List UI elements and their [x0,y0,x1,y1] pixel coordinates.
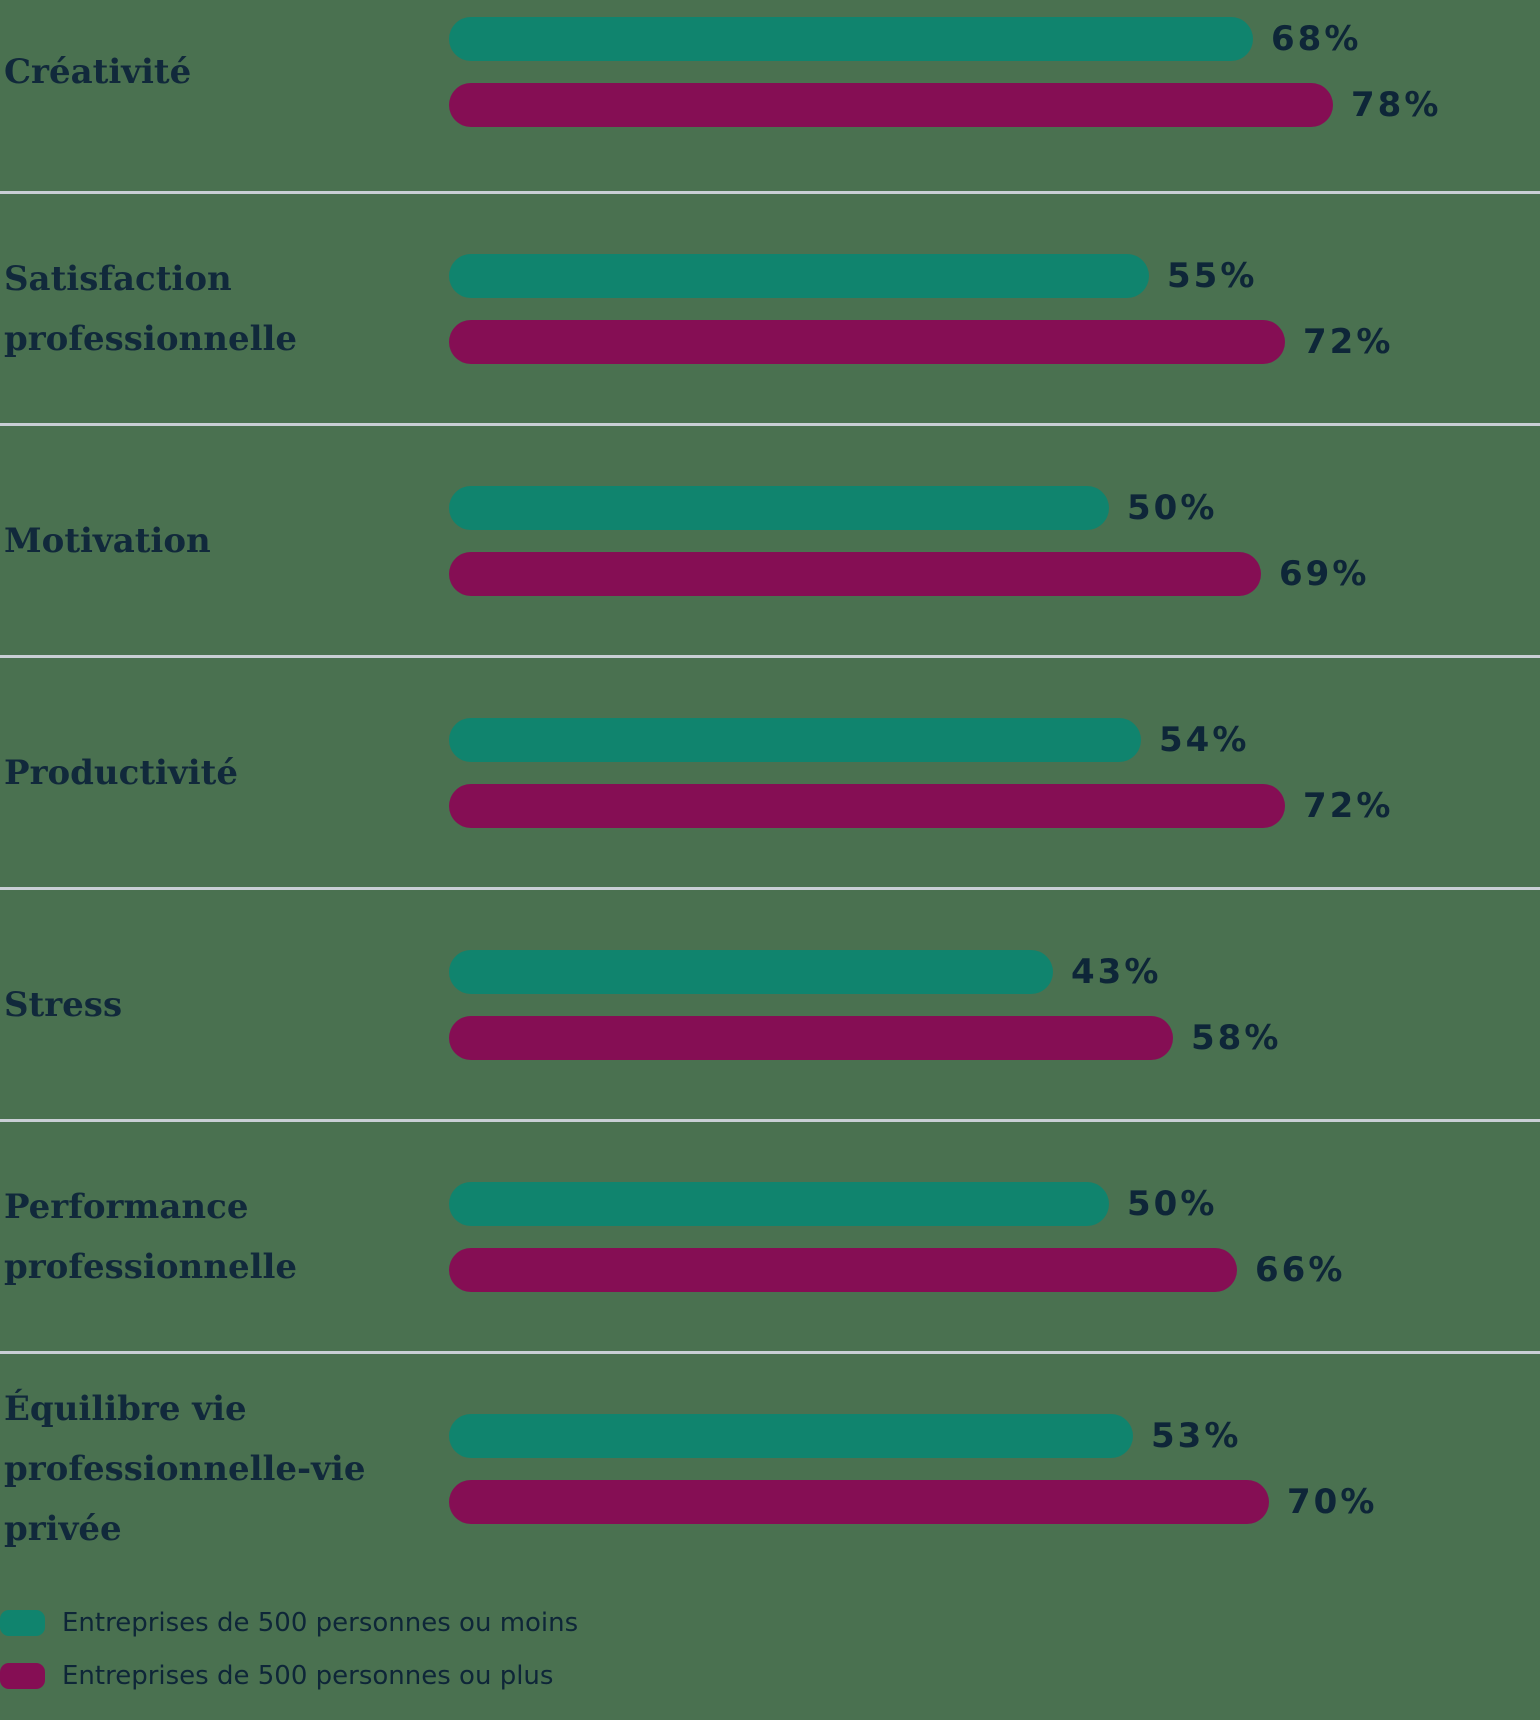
category-label-wrap: Stress [0,975,449,1035]
value-label: 58% [1191,1017,1282,1058]
category-label-wrap: Équilibre vie professionnelle-vie privée [0,1379,449,1559]
legend-item-larger-companies: Entreprises de 500 personnes ou plus [0,1663,1540,1689]
value-label: 66% [1255,1249,1346,1290]
legend-label: Entreprises de 500 personnes ou moins [62,1608,579,1638]
value-label: 50% [1127,487,1218,528]
chart-row: Créativité 68% 78% [0,0,1540,191]
bar-larger-companies [449,783,1285,828]
chart-row: Performance professionnelle 50% 66% [0,1119,1540,1351]
category-label-wrap: Productivité [0,743,449,803]
bar-line-larger-companies: 66% [449,1247,1540,1292]
bar-line-larger-companies: 69% [449,551,1540,596]
bar-smaller-companies [449,1181,1109,1226]
category-label: Stress [4,984,123,1025]
bar-smaller-companies [449,485,1109,530]
value-label: 54% [1159,719,1250,760]
bar-line-smaller-companies: 43% [449,949,1540,994]
value-label: 72% [1303,785,1394,826]
bar-smaller-companies [449,17,1253,61]
chart-rows: Créativité 68% 78% Satisfaction professionn… [0,0,1540,1583]
bar-group: 50% 69% [449,485,1540,596]
bar-group: 50% 66% [449,1181,1540,1292]
category-label: Créativité [4,52,192,92]
value-label: 53% [1151,1415,1242,1456]
category-label-wrap: Satisfaction professionnelle [0,249,449,369]
bar-smaller-companies [449,1413,1133,1458]
bar-line-smaller-companies: 50% [449,485,1540,530]
chart-row: Motivation 50% 69% [0,423,1540,655]
bar-line-smaller-companies: 54% [449,717,1540,762]
bar-line-larger-companies: 78% [449,83,1540,127]
legend: Entreprises de 500 personnes ou moins Ent… [0,1583,1540,1720]
category-label: Satisfaction professionnelle [4,258,298,359]
bar-group: 55% 72% [449,253,1540,364]
value-label: 55% [1167,255,1258,296]
chart-row: Équilibre vie professionnelle-vie privée… [0,1351,1540,1583]
chart-row: Stress 43% 58% [0,887,1540,1119]
value-label: 43% [1071,951,1162,992]
legend-swatch-larger-companies [0,1663,45,1689]
value-label: 78% [1351,85,1442,125]
bar-line-larger-companies: 58% [449,1015,1540,1060]
legend-swatch-smaller-companies [0,1610,45,1636]
category-label-wrap: Motivation [0,511,449,571]
bar-larger-companies [449,319,1285,364]
bar-line-smaller-companies: 50% [449,1181,1540,1226]
bar-group: 68% 78% [449,17,1540,127]
bar-smaller-companies [449,949,1053,994]
bar-line-larger-companies: 72% [449,783,1540,828]
bar-larger-companies [449,1015,1173,1060]
category-label-wrap: Créativité [0,17,449,127]
bar-group: 43% 58% [449,949,1540,1060]
bar-larger-companies [449,1479,1269,1524]
bar-smaller-companies [449,717,1141,762]
value-label: 70% [1287,1481,1378,1522]
chart-row: Satisfaction professionnelle 55% 72% [0,191,1540,423]
value-label: 50% [1127,1183,1218,1224]
bar-line-larger-companies: 72% [449,319,1540,364]
bar-larger-companies [449,1247,1237,1292]
value-label: 68% [1271,19,1362,59]
category-label: Équilibre vie professionnelle-vie privée [4,1388,366,1549]
bar-group: 53% 70% [449,1413,1540,1524]
bar-line-smaller-companies: 68% [449,17,1540,61]
legend-item-smaller-companies: Entreprises de 500 personnes ou moins [0,1610,1540,1636]
category-label-wrap: Performance professionnelle [0,1177,449,1297]
legend-label: Entreprises de 500 personnes ou plus [62,1661,554,1691]
bar-line-larger-companies: 70% [449,1479,1540,1524]
bar-line-smaller-companies: 53% [449,1413,1540,1458]
bar-line-smaller-companies: 55% [449,253,1540,298]
bar-larger-companies [449,551,1261,596]
category-label: Performance professionnelle [4,1186,298,1287]
category-label: Motivation [4,520,211,561]
bar-larger-companies [449,83,1333,127]
value-label: 69% [1279,553,1370,594]
bar-group: 54% 72% [449,717,1540,828]
bar-smaller-companies [449,253,1149,298]
chart-row: Productivité 54% 72% [0,655,1540,887]
category-label: Productivité [4,752,238,793]
value-label: 72% [1303,321,1394,362]
